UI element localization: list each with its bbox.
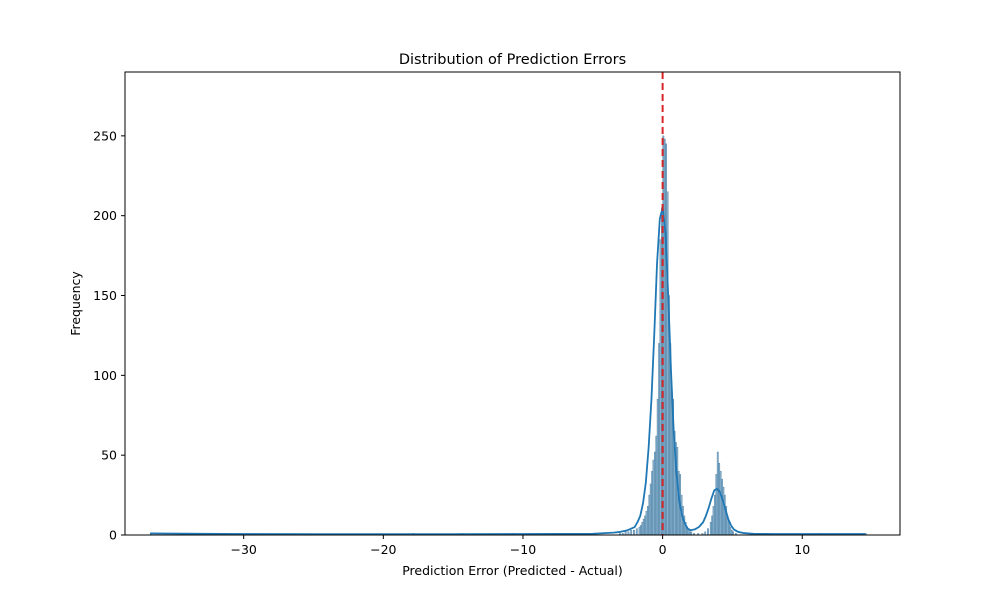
histogram-bar <box>642 518 645 536</box>
y-tick-label: 50 <box>101 448 117 463</box>
histogram-bar <box>655 435 658 536</box>
histogram-bar <box>730 530 733 536</box>
histogram-bar <box>658 343 661 536</box>
histogram-bar <box>665 143 668 536</box>
histogram-bar <box>641 522 644 536</box>
histogram-bar <box>630 530 633 536</box>
y-tick-label: 200 <box>93 208 117 223</box>
histogram-bar <box>640 525 642 536</box>
kde-curve-group <box>150 206 866 536</box>
histogram-bar <box>711 515 714 536</box>
x-tick-label: −30 <box>230 542 256 557</box>
histogram-bar <box>715 474 718 536</box>
kde-curve <box>150 206 866 536</box>
histogram-bar <box>707 528 709 536</box>
histogram-bar <box>649 483 652 536</box>
histogram-bar <box>663 138 666 536</box>
histogram-bar <box>718 462 721 536</box>
histogram-bar <box>659 239 662 536</box>
histogram-bar <box>654 451 656 536</box>
histogram-bar <box>644 515 647 536</box>
x-tick-label: −20 <box>370 542 396 557</box>
x-tick-label: 10 <box>794 542 810 557</box>
histogram-bar <box>709 522 712 536</box>
histogram-bar <box>652 459 655 536</box>
x-axis-label: Prediction Error (Predicted - Actual) <box>402 563 623 578</box>
histogram-bar <box>666 191 669 536</box>
histogram-bar <box>723 494 726 536</box>
y-axis-ticks: 0 50 100 150 200 250 <box>93 128 125 543</box>
x-tick-label: −10 <box>510 542 536 557</box>
histogram-bar <box>712 506 715 536</box>
plot-frame <box>124 71 901 536</box>
histogram-bar <box>638 526 641 536</box>
histogram-bar <box>719 470 722 536</box>
histogram-bar <box>722 486 725 536</box>
histogram-bar <box>656 399 659 536</box>
histogram-bar <box>716 451 719 536</box>
y-tick-label: 150 <box>93 288 117 303</box>
x-axis-ticks: −30 −20 −10 0 10 <box>230 535 810 557</box>
histogram-bar <box>651 470 654 536</box>
x-tick-label: 0 <box>659 542 667 557</box>
histogram-bar <box>721 478 723 536</box>
histogram-bar <box>714 494 716 536</box>
histogram-bar <box>647 506 649 536</box>
y-axis-label: Frequency <box>68 271 83 336</box>
histogram-bar <box>728 522 730 536</box>
y-tick-label: 250 <box>93 128 117 143</box>
y-tick-label: 0 <box>109 528 117 543</box>
histogram-bar <box>687 530 690 536</box>
histogram-bar <box>633 530 635 536</box>
histogram-bar <box>648 494 651 536</box>
chart-title: Distribution of Prediction Errors <box>399 52 626 68</box>
y-tick-label: 100 <box>93 368 117 383</box>
histogram-bar <box>645 510 648 536</box>
histogram-bar <box>729 526 732 536</box>
histogram-bar <box>635 528 638 536</box>
